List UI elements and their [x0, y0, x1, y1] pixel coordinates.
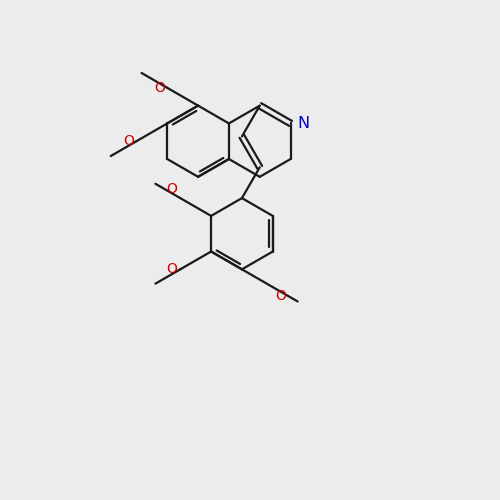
Text: O: O — [123, 134, 134, 148]
Text: N: N — [297, 116, 309, 131]
Text: O: O — [166, 182, 177, 196]
Text: O: O — [276, 289, 286, 303]
Text: O: O — [154, 81, 165, 95]
Text: O: O — [166, 262, 177, 276]
